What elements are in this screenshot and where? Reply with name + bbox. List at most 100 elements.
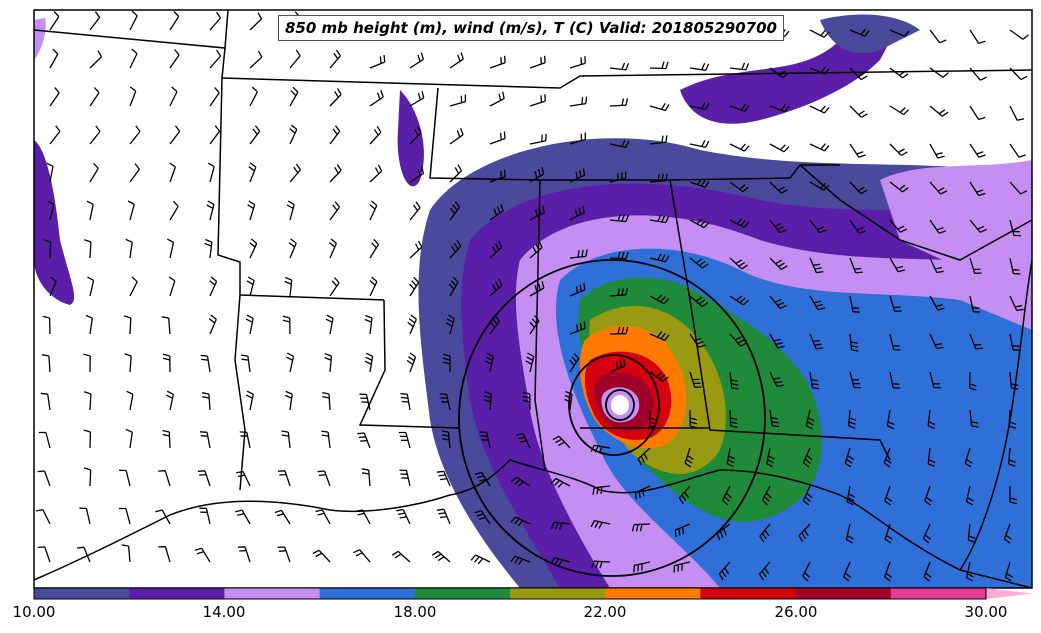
wind-barb bbox=[449, 127, 464, 145]
wind-barb bbox=[809, 371, 820, 390]
wind-barb bbox=[634, 485, 651, 500]
wind-barb bbox=[689, 140, 710, 148]
wind-barb bbox=[89, 50, 103, 69]
wind-barb bbox=[369, 125, 382, 145]
wind-barb bbox=[37, 470, 51, 487]
wind-barb bbox=[515, 432, 531, 449]
wind-barb bbox=[844, 447, 854, 468]
wind-barb bbox=[1009, 257, 1021, 275]
wind-barb bbox=[883, 561, 893, 582]
wind-barb bbox=[569, 205, 585, 221]
wind-barb bbox=[809, 181, 830, 191]
wind-barb bbox=[809, 105, 830, 114]
wind-barb bbox=[729, 409, 738, 429]
wind-barb bbox=[649, 294, 670, 305]
wind-barb bbox=[609, 214, 630, 223]
wind-barb bbox=[474, 509, 491, 525]
wind-barb bbox=[689, 257, 709, 269]
wind-barb bbox=[89, 162, 99, 183]
wind-barb bbox=[76, 546, 91, 563]
wind-barb bbox=[204, 238, 213, 259]
wind-barb bbox=[889, 143, 908, 156]
wind-barb bbox=[849, 105, 868, 118]
wind-barb bbox=[969, 219, 987, 233]
wind-barb bbox=[322, 391, 331, 411]
wind-barb bbox=[284, 276, 293, 297]
wind-barb bbox=[49, 48, 59, 69]
wind-barb bbox=[929, 181, 948, 195]
wind-barb bbox=[209, 87, 220, 107]
wind-barb bbox=[281, 430, 291, 449]
wind-barb bbox=[637, 447, 651, 466]
wind-barb bbox=[649, 135, 668, 145]
wind-barb bbox=[889, 333, 901, 351]
wind-barb bbox=[208, 314, 217, 335]
wind-barb bbox=[689, 333, 706, 348]
wind-barb bbox=[922, 523, 932, 544]
wind-barb bbox=[200, 354, 211, 373]
wind-barb bbox=[448, 276, 459, 297]
wind-barb bbox=[489, 240, 503, 259]
wind-barb bbox=[967, 523, 976, 544]
wind-barb bbox=[449, 94, 467, 107]
wind-barb bbox=[843, 561, 852, 582]
wind-barb bbox=[449, 201, 461, 221]
wind-barb bbox=[85, 314, 94, 335]
wind-barb bbox=[718, 561, 731, 581]
colorbar-bin bbox=[510, 588, 606, 599]
wind-barb bbox=[929, 29, 947, 44]
wind-barb bbox=[809, 257, 824, 274]
wind-barb bbox=[889, 105, 910, 116]
wind-barb bbox=[409, 240, 423, 259]
wind-barb bbox=[1003, 523, 1012, 544]
colorbar-bin bbox=[319, 588, 416, 599]
wind-barb bbox=[525, 352, 535, 373]
wind-barb bbox=[409, 276, 420, 297]
wind-barb bbox=[798, 523, 811, 542]
wind-barb bbox=[1009, 105, 1025, 121]
wind-barb bbox=[49, 87, 60, 107]
wind-barb bbox=[169, 162, 177, 183]
wind-barb bbox=[125, 238, 133, 259]
wind-barb bbox=[729, 333, 748, 347]
wind-barb bbox=[564, 390, 573, 411]
wind-barb bbox=[729, 62, 750, 71]
wind-barb bbox=[87, 276, 95, 297]
wind-barb bbox=[766, 447, 775, 468]
wind-barb bbox=[38, 431, 51, 449]
wind-barb bbox=[1009, 143, 1026, 158]
wind-barb bbox=[569, 96, 588, 107]
wind-barb bbox=[169, 10, 180, 31]
wind-barb bbox=[89, 87, 100, 107]
wind-barb bbox=[209, 11, 222, 31]
wind-barb bbox=[129, 163, 140, 183]
wind-barb bbox=[929, 333, 944, 350]
wind-barb bbox=[312, 549, 331, 563]
wind-barb bbox=[169, 86, 178, 107]
wind-barb bbox=[729, 218, 750, 228]
wind-barb bbox=[239, 431, 251, 449]
wind-barb bbox=[648, 409, 657, 429]
wind-barb bbox=[284, 390, 293, 411]
colorbar-extend bbox=[986, 588, 1032, 599]
wind-barb bbox=[758, 561, 771, 581]
wind-barb bbox=[529, 240, 543, 259]
wind-barb bbox=[1008, 409, 1017, 429]
wind-barb bbox=[927, 447, 936, 468]
wind-barb bbox=[369, 276, 378, 297]
wind-barb bbox=[969, 181, 986, 197]
wind-barb bbox=[689, 178, 710, 189]
wind-barb bbox=[674, 523, 691, 538]
wind-barb bbox=[845, 523, 854, 544]
wind-barb bbox=[489, 91, 505, 107]
wind-barb bbox=[443, 353, 451, 372]
wind-barb bbox=[489, 204, 504, 221]
wind-barb bbox=[169, 200, 179, 221]
wind-barb bbox=[849, 295, 861, 313]
wind-barb bbox=[406, 352, 417, 373]
colorbar-bin bbox=[890, 588, 987, 599]
wind-barb bbox=[923, 561, 932, 582]
colorbar-bin bbox=[224, 588, 321, 599]
wind-barb bbox=[245, 314, 254, 335]
wind-barb bbox=[126, 390, 134, 411]
